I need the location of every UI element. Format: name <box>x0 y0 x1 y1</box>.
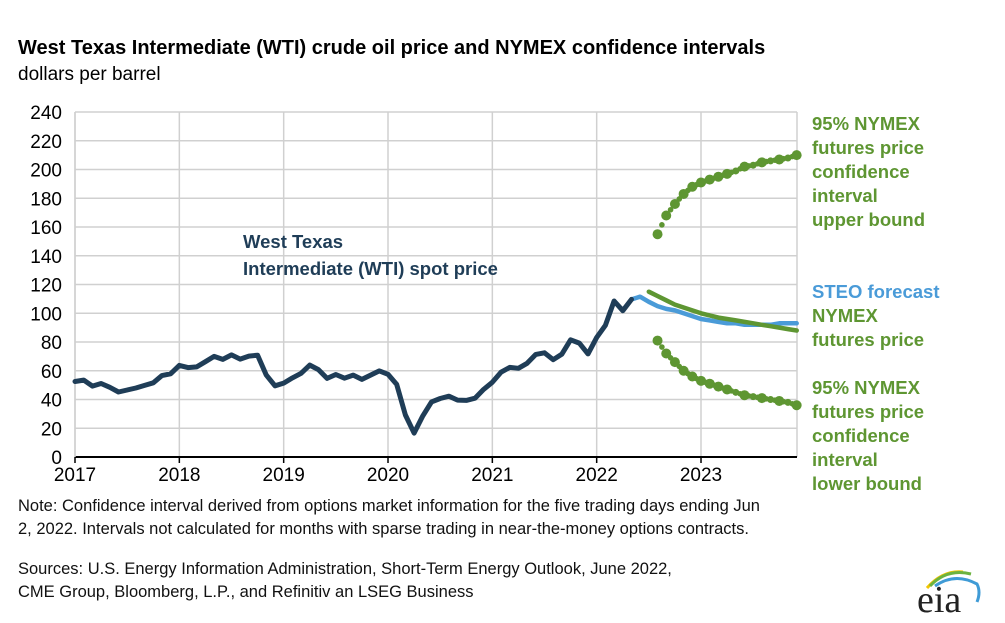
lower-bound-label: lower bound <box>812 473 922 494</box>
nymex-futures-label: futures price <box>812 329 924 350</box>
chart-svg: 0 20 40 60 80 100 120 140 160 180 200 220 240 2017 201… <box>30 103 940 494</box>
x-tick-label: 2023 <box>680 465 722 486</box>
chart-subtitle: dollars per barrel <box>18 64 161 85</box>
95-nymex-futures-price-confidence-interval-upper-bound-point <box>659 222 665 228</box>
95-nymex-futures-price-confidence-interval-lower-bound-point <box>791 400 802 411</box>
eia-logo-text: eia <box>917 579 962 621</box>
steo-forecast-line <box>629 294 799 328</box>
eia-logo: eia <box>905 562 985 621</box>
west-texas-intermediate-wti-spot-price-line <box>72 296 634 436</box>
lower-bound-label: futures price <box>812 401 924 422</box>
95-nymex-futures-price-confidence-interval-upper-bound-point <box>667 206 674 213</box>
lower-bound-label: 95% NYMEX <box>812 377 921 398</box>
upper-bound-label: upper bound <box>812 209 925 230</box>
y-tick-label: 240 <box>30 103 62 124</box>
source-line-1: Sources: U.S. Energy Information Adminis… <box>18 560 672 578</box>
y-tick-label: 160 <box>30 218 62 239</box>
x-tick-label: 2022 <box>576 465 618 486</box>
steo-forecast-label: STEO forecast <box>812 281 940 302</box>
95-nymex-futures-price-confidence-interval-upper-bound-point <box>791 150 802 161</box>
upper-bound-label: confidence <box>812 161 910 182</box>
y-tick-label: 40 <box>41 391 62 412</box>
x-tick-label: 2018 <box>158 465 200 486</box>
95-nymex-futures-price-confidence-interval-lower-bound-point <box>659 344 665 350</box>
y-tick-label: 60 <box>41 362 62 383</box>
95-nymex-futures-price-confidence-interval-lower-bound-point <box>652 335 663 346</box>
x-tick-label: 2021 <box>471 465 513 486</box>
y-tick-label: 220 <box>30 132 62 153</box>
chart-title: West Texas Intermediate (WTI) crude oil … <box>18 37 766 59</box>
upper-bound-label: 95% NYMEX <box>812 113 921 134</box>
x-tick-label: 2020 <box>367 465 409 486</box>
x-tick-label: 2017 <box>54 465 96 486</box>
y-tick-label: 80 <box>41 333 62 354</box>
lower-bound-label: interval <box>812 449 878 470</box>
wti-label: Intermediate (WTI) spot price <box>243 258 498 279</box>
y-tick-label: 0 <box>51 448 62 469</box>
y-tick-label: 100 <box>30 304 62 325</box>
wti-label: West Texas <box>243 231 343 252</box>
source-line-2: CME Group, Bloomberg, L.P., and Refiniti… <box>18 583 474 601</box>
95-nymex-futures-price-confidence-interval-upper-bound-point <box>661 210 672 221</box>
y-tick-label: 180 <box>30 189 62 210</box>
lower-bound-label: confidence <box>812 425 910 446</box>
y-tick-label: 200 <box>30 161 62 182</box>
nymex-futures-price-line <box>646 289 799 333</box>
upper-bound-label: interval <box>812 185 878 206</box>
nymex-futures-label: NYMEX <box>812 305 878 326</box>
note-line-1: Note: Confidence interval derived from o… <box>18 497 760 515</box>
y-tick-label: 140 <box>30 247 62 268</box>
95-nymex-futures-price-confidence-interval-upper-bound-point <box>669 199 680 209</box>
y-tick-label: 20 <box>41 419 62 440</box>
note-line-2: 2, 2022. Intervals not calculated for mo… <box>18 520 749 538</box>
95-nymex-futures-price-confidence-interval-upper-bound-point <box>652 229 663 240</box>
x-tick-label: 2019 <box>263 465 305 486</box>
y-tick-label: 120 <box>30 276 62 297</box>
upper-bound-label: futures price <box>812 137 924 158</box>
